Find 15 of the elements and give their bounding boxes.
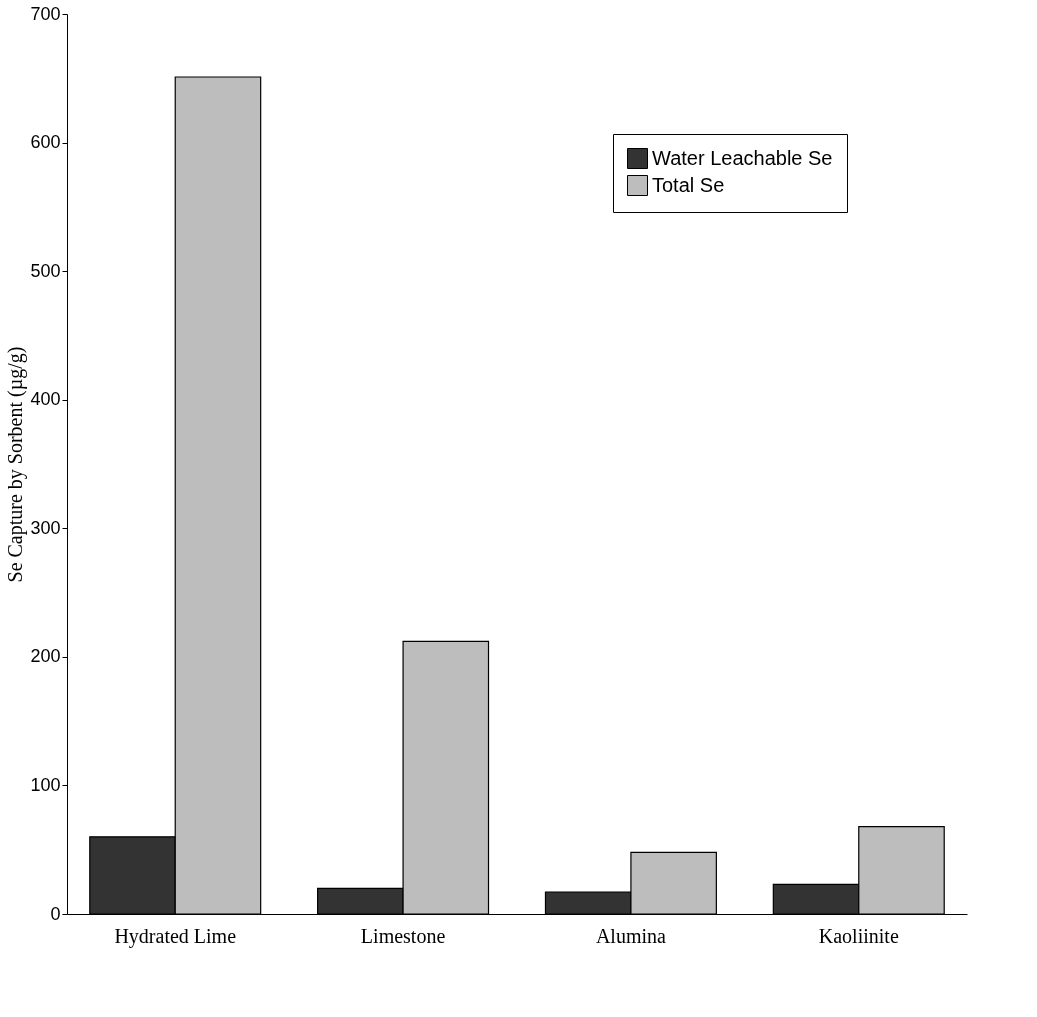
- y-axis-title: Se Capture by Sorbent (µg/g): [4, 346, 28, 583]
- legend-label: Water Leachable Se: [652, 146, 833, 169]
- legend-label: Total Se: [652, 173, 725, 196]
- x-tick-label: Alumina: [595, 924, 667, 947]
- y-tick-label: 700: [30, 3, 61, 24]
- x-tick-label: Hydrated Lime: [114, 924, 237, 948]
- y-tick-label: 300: [30, 517, 61, 538]
- y-tick-label: 200: [30, 646, 61, 667]
- x-tick-label: Kaoliinite: [818, 924, 899, 947]
- y-tick-label: 100: [30, 774, 61, 795]
- x-tick-label: Limestone: [360, 924, 446, 947]
- y-tick-label: 400: [30, 389, 61, 410]
- y-tick-label: 600: [30, 132, 61, 153]
- y-tick-label: 0: [50, 903, 61, 924]
- y-tick-label: 500: [30, 260, 61, 281]
